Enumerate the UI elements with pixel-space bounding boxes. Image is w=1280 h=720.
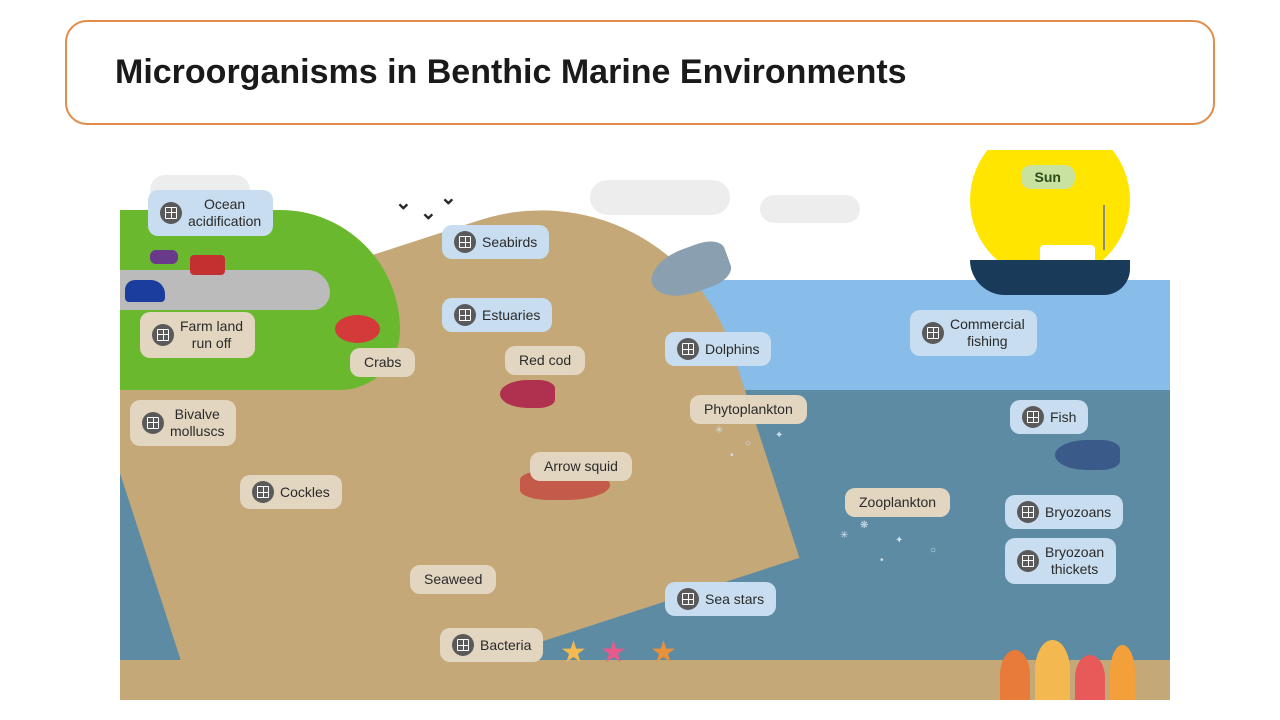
label-text: Bryozoans [1045,504,1111,521]
seabird-icon: ⌄ [440,185,457,210]
label-zooplankton[interactable]: Zooplankton [845,488,950,517]
label-bacteria[interactable]: Bacteria [440,628,543,662]
plankton-icon: ✦ [775,430,783,441]
label-ocean-acid[interactable]: Oceanacidification [148,190,273,236]
plankton-icon: ○ [930,545,936,556]
coral-icon [1000,630,1150,700]
label-seastars[interactable]: Sea stars [665,582,776,616]
cloud-icon [590,180,730,215]
label-text: Seaweed [424,571,482,588]
label-text: Sea stars [705,591,764,608]
plankton-icon: ❋ [860,520,868,531]
label-bryozoans[interactable]: Bryozoans [1005,495,1123,529]
label-text: Bivalvemolluscs [170,406,224,440]
plankton-icon: ✳ [840,530,848,541]
seabird-icon: ⌄ [420,200,437,225]
label-text: Crabs [364,354,401,371]
label-seabirds[interactable]: Seabirds [442,225,549,259]
label-text: Bryozoanthickets [1045,544,1104,578]
info-icon [252,481,274,503]
label-text: Arrow squid [544,458,618,475]
label-text: Zooplankton [859,494,936,511]
info-icon [922,322,944,344]
info-icon [677,338,699,360]
info-icon [452,634,474,656]
plankton-icon: • [880,555,884,566]
label-bryothickets[interactable]: Bryozoanthickets [1005,538,1116,584]
info-icon [1017,501,1039,523]
label-crabs[interactable]: Crabs [350,348,415,377]
label-redcod[interactable]: Red cod [505,346,585,375]
plankton-icon: ○ [745,438,751,449]
info-icon [142,412,164,434]
seastar-icon: ★ [650,635,677,670]
label-cockles[interactable]: Cockles [240,475,342,509]
label-text: Oceanacidification [188,196,261,230]
label-text: Commercialfishing [950,316,1025,350]
page-title: Microorganisms in Benthic Marine Environ… [115,53,907,92]
sun-label: Sun [1021,165,1075,189]
label-estuaries[interactable]: Estuaries [442,298,552,332]
crab-icon [335,315,380,343]
info-icon [454,231,476,253]
seastar-icon: ★ [560,635,587,670]
label-text: Estuaries [482,307,540,324]
info-icon [1017,550,1039,572]
red-cod-icon [500,380,555,408]
plankton-icon: • [730,450,734,461]
seabird-icon: ⌄ [395,190,412,215]
label-seaweed[interactable]: Seaweed [410,565,496,594]
plankton-icon: ✦ [895,535,903,546]
label-farm-runoff[interactable]: Farm landrun off [140,312,255,358]
cloud-icon [760,195,860,223]
title-container: Microorganisms in Benthic Marine Environ… [65,20,1215,125]
label-bivalve[interactable]: Bivalvemolluscs [130,400,236,446]
info-icon [677,588,699,610]
truck-icon [190,255,225,275]
info-icon [152,324,174,346]
plankton-icon: ✳ [715,425,723,436]
label-text: Fish [1050,409,1076,426]
seastar-icon: ★ [600,635,627,670]
fishing-boat-icon [970,235,1130,295]
label-dolphins[interactable]: Dolphins [665,332,771,366]
label-text: Red cod [519,352,571,369]
label-text: Phytoplankton [704,401,793,418]
label-text: Farm landrun off [180,318,243,352]
car-icon [125,280,165,302]
label-text: Bacteria [480,637,531,654]
label-text: Dolphins [705,341,759,358]
label-arrowsquid[interactable]: Arrow squid [530,452,632,481]
car-icon [150,250,178,264]
fish-icon [1055,440,1120,470]
diagram-scene: Sun ⌄ ⌄ ⌄ ★ ★ ★ ✳ ○ ✦ • ❋ ✦ ○ • ✳ Oceanacidifica… [120,150,1170,700]
label-text: Seabirds [482,234,537,251]
label-text: Cockles [280,484,330,501]
label-fish[interactable]: Fish [1010,400,1088,434]
label-phyto[interactable]: Phytoplankton [690,395,807,424]
label-commercial[interactable]: Commercialfishing [910,310,1037,356]
info-icon [1022,406,1044,428]
info-icon [454,304,476,326]
info-icon [160,202,182,224]
